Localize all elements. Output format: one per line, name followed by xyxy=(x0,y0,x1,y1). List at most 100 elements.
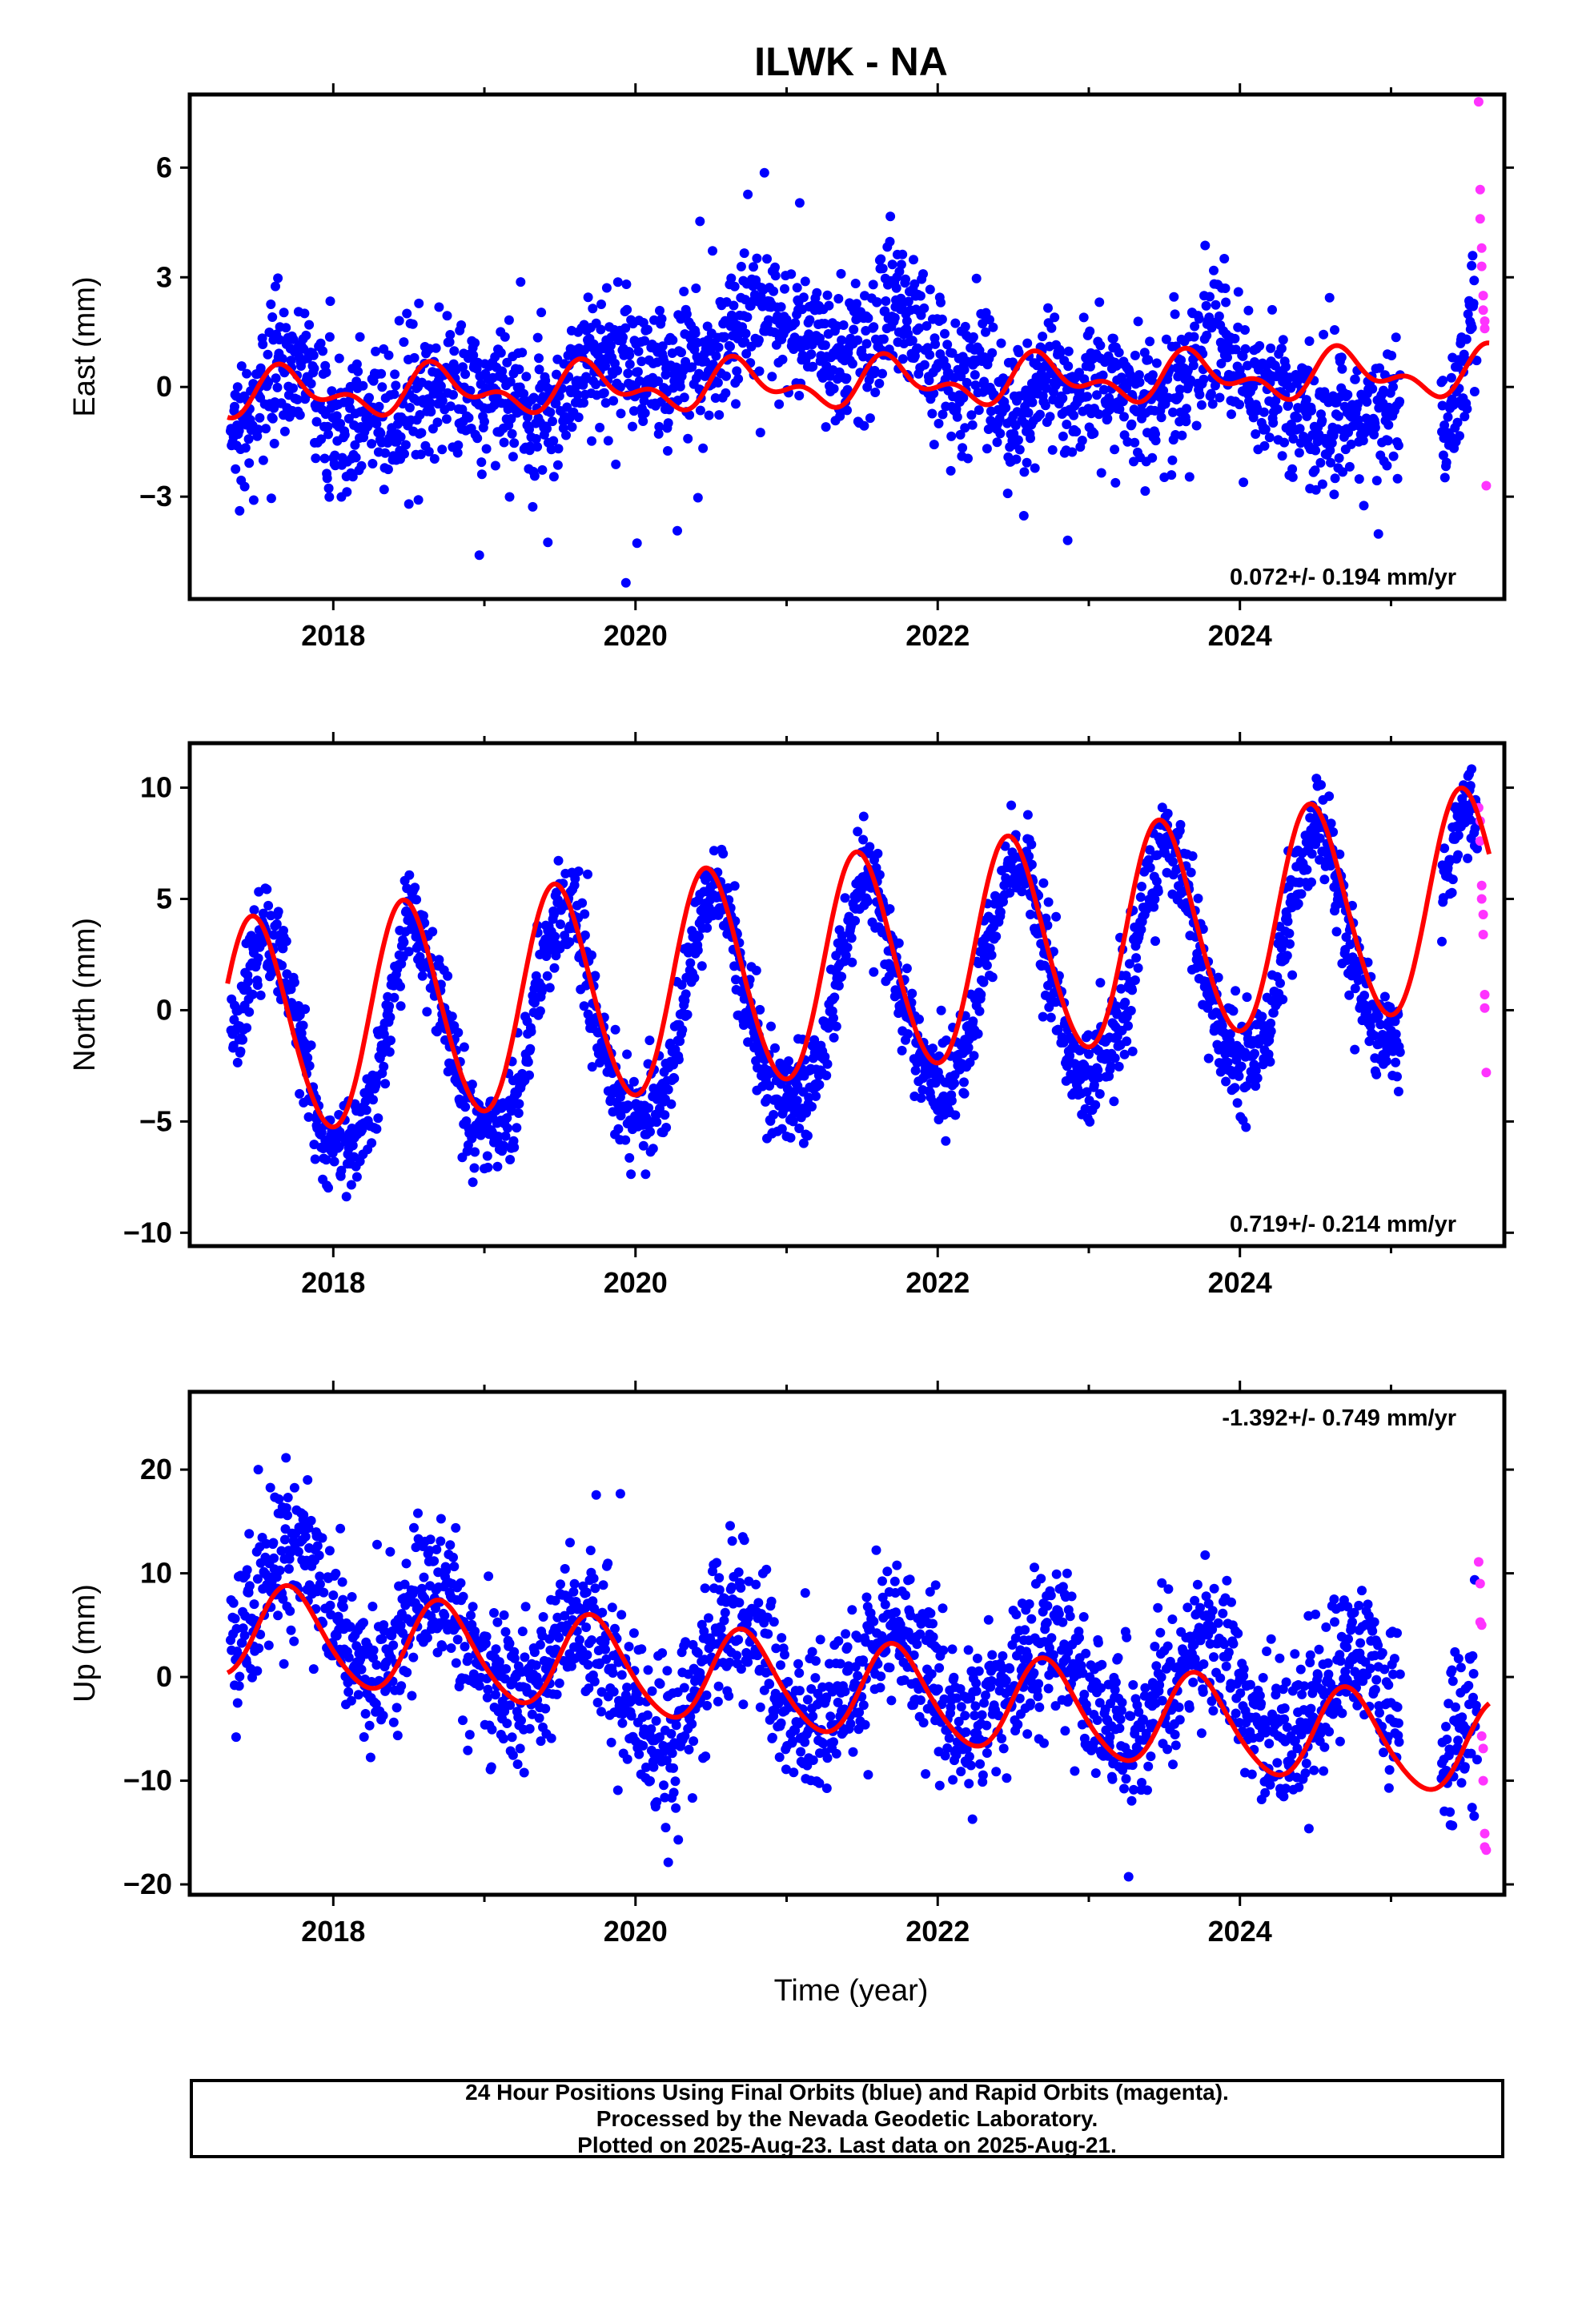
north-final-orbit-point xyxy=(1038,878,1049,888)
north-final-orbit-point xyxy=(428,927,438,937)
north-final-orbit-point xyxy=(396,981,405,991)
north-final-orbit-point xyxy=(1127,985,1138,995)
north-final-orbit-point xyxy=(549,963,560,973)
east-plot-area xyxy=(226,97,1492,588)
east-final-orbit-point xyxy=(548,472,559,482)
east-final-orbit-point xyxy=(1350,374,1360,384)
east-final-orbit-point xyxy=(1362,396,1372,407)
up-final-orbit-point xyxy=(419,1572,429,1582)
north-final-orbit-point xyxy=(310,1154,320,1164)
north-final-orbit-point xyxy=(1168,857,1178,867)
east-final-orbit-point xyxy=(601,283,612,293)
north-final-orbit-point xyxy=(702,923,713,933)
east-final-orbit-point xyxy=(1292,412,1303,423)
up-final-orbit-point xyxy=(409,1522,419,1533)
east-final-orbit-point xyxy=(663,418,673,428)
north-final-orbit-point xyxy=(1131,953,1142,963)
east-final-orbit-point xyxy=(1209,265,1219,275)
up-final-orbit-point xyxy=(520,1652,530,1663)
east-final-orbit-point xyxy=(790,318,801,328)
east-final-orbit-point xyxy=(800,276,810,287)
north-final-orbit-point xyxy=(1241,1122,1251,1132)
east-final-orbit-point xyxy=(1438,376,1448,386)
up-final-orbit-point xyxy=(281,1503,291,1513)
east-final-orbit-point xyxy=(1022,457,1032,468)
east-final-orbit-point xyxy=(970,370,980,380)
east-final-orbit-point xyxy=(442,311,452,321)
north-final-orbit-point xyxy=(1293,899,1303,909)
north-final-orbit-point xyxy=(1395,1047,1405,1057)
east-final-orbit-point xyxy=(624,359,635,369)
east-final-orbit-point xyxy=(1102,413,1113,424)
east-final-orbit-point xyxy=(852,299,861,309)
east-final-orbit-point xyxy=(324,332,335,342)
east-final-orbit-point xyxy=(573,412,584,423)
north-final-orbit-point xyxy=(587,1062,597,1072)
north-final-orbit-point xyxy=(580,909,590,919)
up-final-orbit-point xyxy=(407,1691,417,1701)
up-final-orbit-point xyxy=(445,1540,456,1550)
east-final-orbit-point xyxy=(914,323,924,333)
north-final-orbit-point xyxy=(1463,853,1473,863)
north-final-orbit-point xyxy=(415,951,425,962)
east-final-orbit-point xyxy=(1119,412,1129,422)
east-final-orbit-point xyxy=(230,401,239,412)
east-final-orbit-point xyxy=(497,366,508,376)
up-final-orbit-point xyxy=(550,1595,560,1606)
east-final-orbit-point xyxy=(243,434,254,444)
up-final-orbit-point xyxy=(283,1564,294,1574)
east-final-orbit-point xyxy=(263,349,273,360)
north-final-orbit-point xyxy=(798,1138,809,1148)
east-final-orbit-point xyxy=(1288,433,1299,444)
east-final-orbit-point xyxy=(273,273,283,283)
north-final-orbit-point xyxy=(483,1162,493,1172)
east-final-orbit-point xyxy=(542,424,552,434)
north-final-orbit-point xyxy=(418,911,428,921)
east-final-orbit-point xyxy=(755,428,765,438)
north-final-orbit-point xyxy=(874,870,885,880)
east-final-orbit-point xyxy=(971,273,982,283)
north-final-orbit-point xyxy=(1225,1029,1235,1039)
north-final-orbit-point xyxy=(1302,865,1312,875)
east-final-orbit-point xyxy=(754,366,765,376)
north-final-orbit-point xyxy=(384,1001,395,1011)
east-final-orbit-point xyxy=(1174,384,1185,395)
east-final-orbit-point xyxy=(872,297,882,308)
east-final-orbit-point xyxy=(903,296,913,307)
east-final-orbit-point xyxy=(958,443,968,453)
north-final-orbit-point xyxy=(1365,1021,1375,1031)
east-final-orbit-point xyxy=(863,313,873,324)
east-final-orbit-point xyxy=(309,364,319,374)
north-final-orbit-point xyxy=(1187,851,1198,861)
east-final-orbit-point xyxy=(695,216,705,227)
up-final-orbit-point xyxy=(299,1510,309,1520)
up-final-orbit-point xyxy=(324,1546,335,1556)
east-final-orbit-point xyxy=(1455,431,1464,441)
east-final-orbit-point xyxy=(425,398,436,408)
north-final-orbit-point xyxy=(249,905,259,915)
east-final-orbit-point xyxy=(693,493,703,503)
up-final-orbit-point xyxy=(466,1610,476,1621)
east-final-orbit-point xyxy=(311,453,321,464)
north-rapid-orbit-point xyxy=(1478,930,1488,939)
east-final-orbit-point xyxy=(1233,287,1243,297)
east-final-orbit-point xyxy=(579,398,588,408)
east-final-orbit-point xyxy=(281,323,291,333)
up-final-orbit-point xyxy=(396,1620,406,1630)
up-final-orbit-point xyxy=(359,1732,369,1742)
east-final-orbit-point xyxy=(1215,392,1225,403)
north-final-orbit-point xyxy=(976,989,986,999)
up-final-orbit-point xyxy=(353,1690,363,1700)
north-final-orbit-point xyxy=(1391,1057,1401,1068)
east-final-orbit-point xyxy=(714,410,725,420)
north-final-orbit-point xyxy=(1106,1061,1116,1072)
up-final-orbit-point xyxy=(505,1700,516,1711)
north-final-orbit-point xyxy=(910,1065,921,1076)
east-final-orbit-point xyxy=(1045,412,1055,422)
up-final-orbit-point xyxy=(552,1689,562,1699)
north-final-orbit-point xyxy=(613,1124,624,1134)
east-final-orbit-point xyxy=(323,429,333,440)
east-final-orbit-point xyxy=(874,378,885,388)
east-final-orbit-point xyxy=(968,332,978,342)
